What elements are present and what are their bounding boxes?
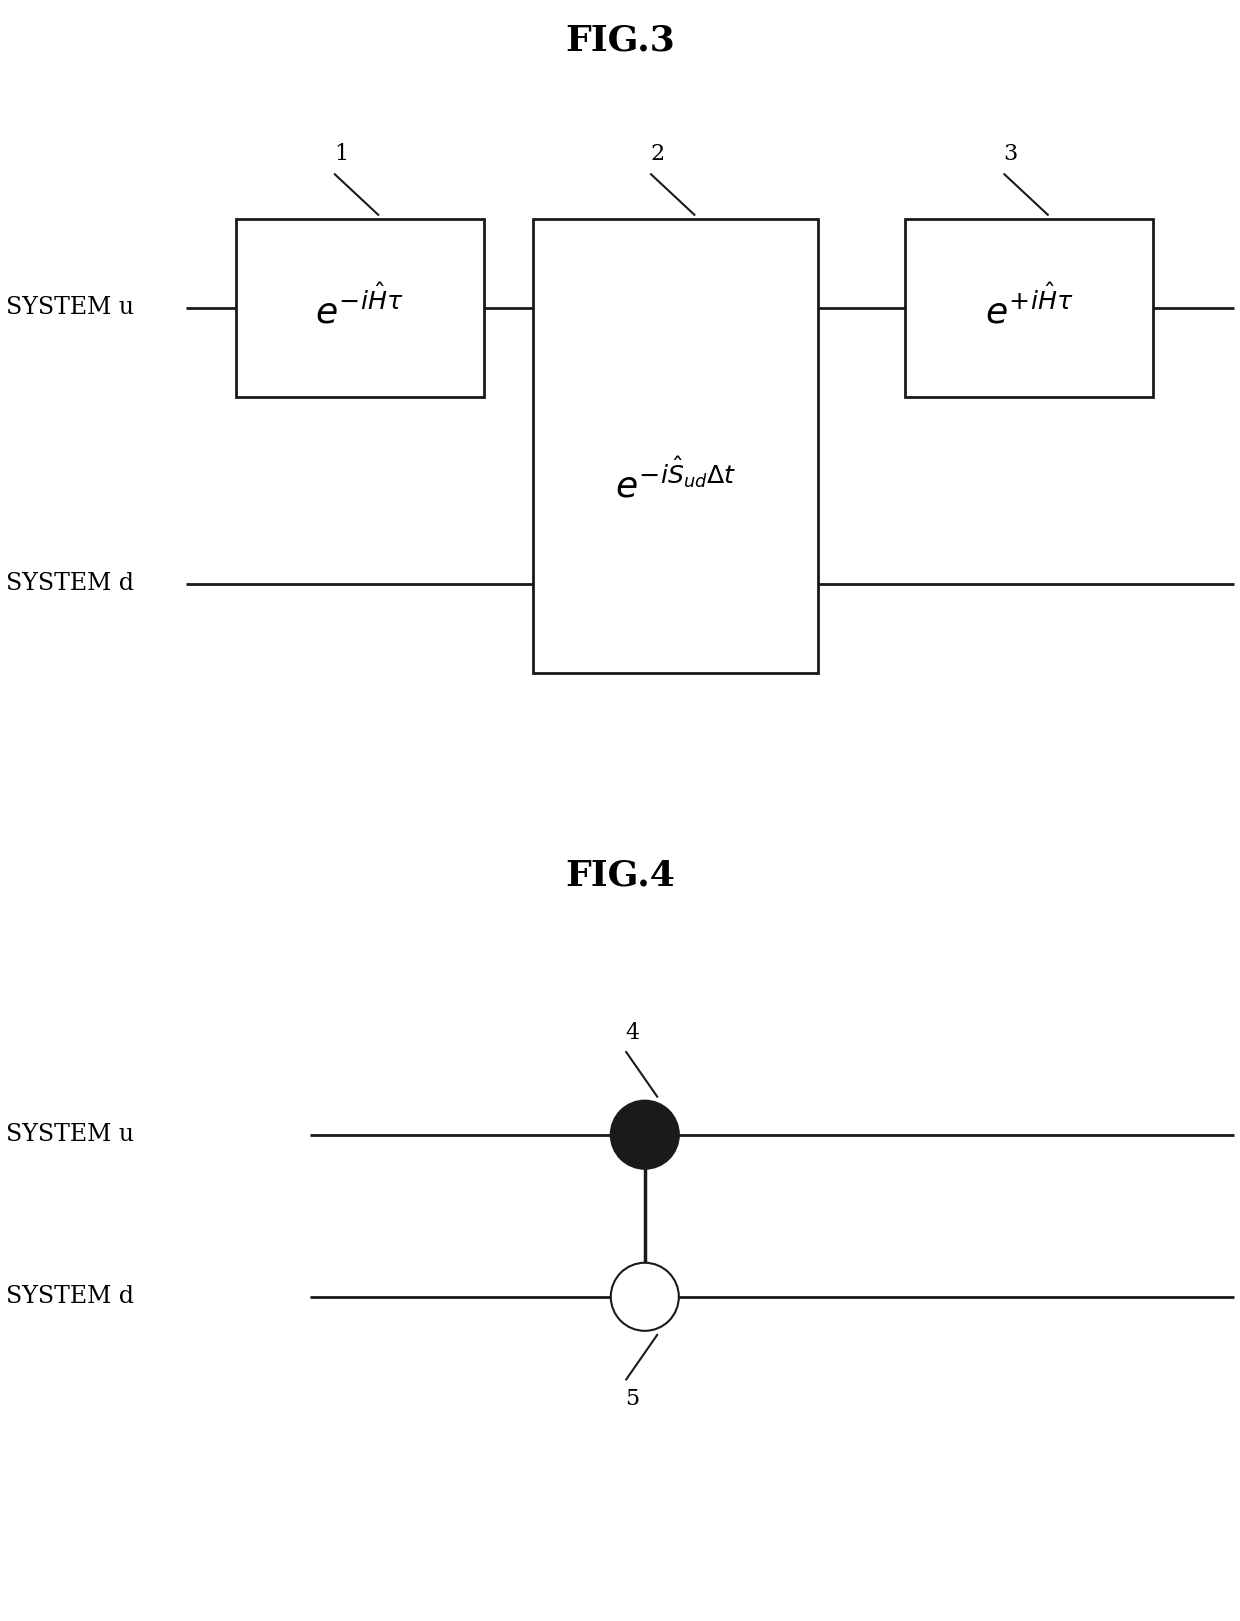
Text: SYSTEM u: SYSTEM u	[6, 297, 134, 319]
Text: $e^{-i\hat{H}\tau}$: $e^{-i\hat{H}\tau}$	[315, 285, 404, 331]
Text: FIG.3: FIG.3	[565, 24, 675, 57]
Text: FIG.4: FIG.4	[565, 859, 675, 892]
Text: SYSTEM d: SYSTEM d	[6, 572, 134, 595]
Text: 1: 1	[334, 143, 348, 165]
Text: 2: 2	[650, 143, 665, 164]
Bar	[236, 219, 484, 397]
Text: SYSTEM u: SYSTEM u	[6, 1123, 134, 1146]
Text: 3: 3	[1003, 143, 1018, 165]
Text: $e^{+i\hat{H}\tau}$: $e^{+i\hat{H}\tau}$	[985, 285, 1074, 331]
Text: 4: 4	[625, 1021, 640, 1044]
Text: 5: 5	[625, 1388, 640, 1410]
Bar	[905, 219, 1153, 397]
Ellipse shape	[611, 1263, 678, 1331]
Text: $e^{-i\hat{S}_{ud}\Delta t}$: $e^{-i\hat{S}_{ud}\Delta t}$	[615, 459, 737, 504]
Text: SYSTEM d: SYSTEM d	[6, 1285, 134, 1308]
Bar	[533, 219, 818, 673]
Ellipse shape	[611, 1101, 678, 1169]
